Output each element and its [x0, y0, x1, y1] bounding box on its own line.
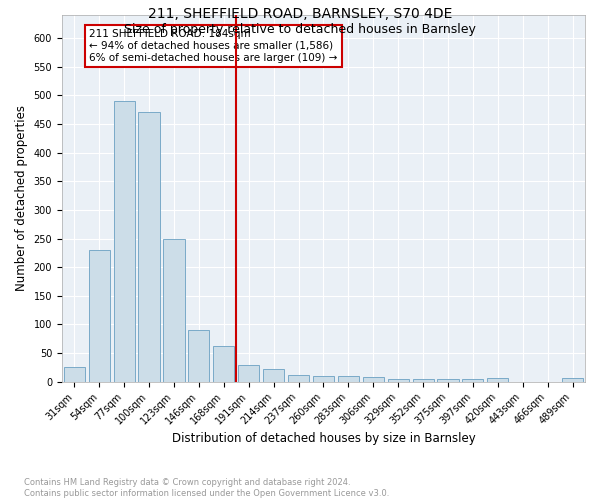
Text: 211, SHEFFIELD ROAD, BARNSLEY, S70 4DE: 211, SHEFFIELD ROAD, BARNSLEY, S70 4DE [148, 8, 452, 22]
Text: Size of property relative to detached houses in Barnsley: Size of property relative to detached ho… [124, 22, 476, 36]
Bar [64, 368, 85, 382]
Bar [338, 376, 359, 382]
Bar [213, 346, 235, 382]
Text: Contains HM Land Registry data © Crown copyright and database right 2024.
Contai: Contains HM Land Registry data © Crown c… [24, 478, 389, 498]
Bar [238, 364, 259, 382]
Bar [113, 101, 135, 382]
Text: 211 SHEFFIELD ROAD: 184sqm
← 94% of detached houses are smaller (1,586)
6% of se: 211 SHEFFIELD ROAD: 184sqm ← 94% of deta… [89, 30, 338, 62]
Bar [487, 378, 508, 382]
Bar [463, 379, 484, 382]
Bar [188, 330, 209, 382]
Bar [163, 238, 185, 382]
Bar [89, 250, 110, 382]
Bar [313, 376, 334, 382]
X-axis label: Distribution of detached houses by size in Barnsley: Distribution of detached houses by size … [172, 432, 475, 445]
Bar [362, 377, 384, 382]
Bar [288, 375, 309, 382]
Bar [437, 379, 458, 382]
Bar [263, 368, 284, 382]
Y-axis label: Number of detached properties: Number of detached properties [15, 106, 28, 292]
Bar [388, 379, 409, 382]
Bar [139, 112, 160, 382]
Bar [562, 378, 583, 382]
Bar [413, 379, 434, 382]
